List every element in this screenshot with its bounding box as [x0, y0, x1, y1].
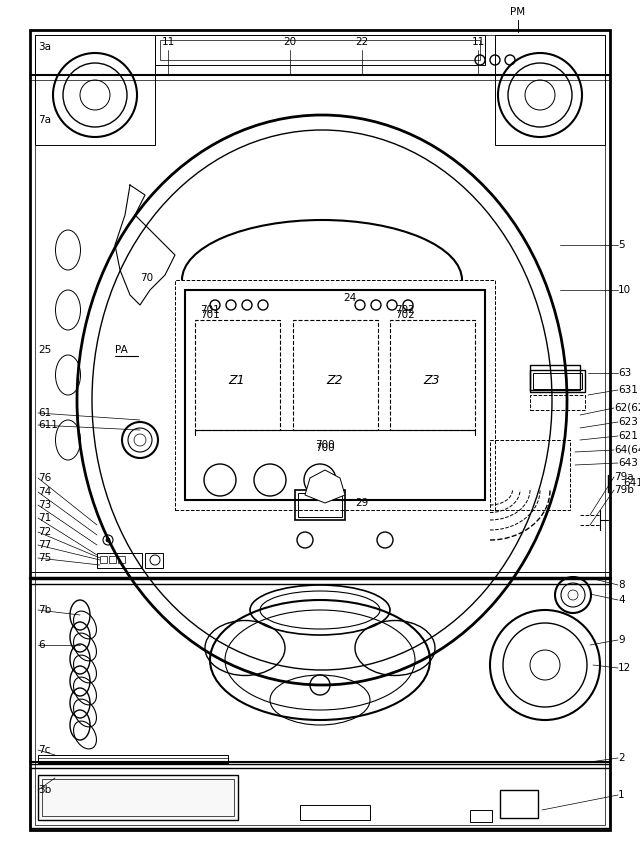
Text: 3b: 3b [38, 785, 51, 795]
Bar [533, 373, 582, 389]
Text: 72: 72 [38, 527, 51, 537]
Text: 702: 702 [395, 305, 415, 315]
Text: 641: 641 [623, 478, 640, 488]
Bar [495, 35, 605, 145]
Bar [490, 440, 570, 510]
Text: 8: 8 [618, 580, 625, 590]
Text: 71: 71 [38, 513, 51, 523]
Bar [30, 768, 610, 828]
Text: 20: 20 [284, 37, 296, 47]
Polygon shape [305, 470, 345, 503]
Text: 2: 2 [618, 753, 625, 763]
Text: 79b: 79b [614, 485, 634, 495]
Text: 75: 75 [38, 553, 51, 563]
Text: 25: 25 [38, 345, 51, 355]
Text: 73: 73 [38, 500, 51, 510]
Bar [530, 370, 585, 392]
Text: 29: 29 [355, 498, 368, 508]
Bar [470, 810, 492, 822]
Text: 11: 11 [472, 37, 484, 47]
Text: 621: 621 [618, 431, 638, 441]
Bar [298, 493, 342, 517]
Bar [500, 790, 538, 818]
Text: 700: 700 [315, 443, 335, 453]
Text: 701: 701 [200, 305, 220, 315]
Text: 631: 631 [618, 385, 638, 395]
Text: 7b: 7b [38, 605, 51, 615]
Bar [30, 584, 610, 764]
Bar [300, 805, 370, 820]
Text: 623: 623 [618, 417, 638, 427]
Text: 6: 6 [38, 640, 45, 650]
Text: 7a: 7a [38, 115, 51, 125]
Text: 701: 701 [200, 310, 220, 320]
Text: 9: 9 [618, 635, 625, 645]
Text: 61: 61 [38, 408, 51, 418]
Bar [97, 553, 142, 568]
Bar [38, 755, 228, 763]
Bar [145, 553, 163, 568]
Bar [42, 779, 234, 816]
Bar [390, 320, 475, 430]
Circle shape [106, 538, 110, 542]
Text: 643: 643 [618, 458, 638, 468]
Bar [293, 320, 378, 430]
Text: Z1: Z1 [228, 374, 245, 387]
Bar [155, 35, 485, 65]
Bar [185, 290, 485, 500]
Bar [38, 775, 238, 820]
Text: 70: 70 [140, 273, 153, 283]
Bar [195, 320, 280, 430]
Text: Z3: Z3 [424, 374, 440, 387]
Text: 64(642): 64(642) [614, 445, 640, 455]
Text: 3a: 3a [38, 42, 51, 52]
Text: 22: 22 [355, 37, 369, 47]
Text: 4: 4 [618, 595, 625, 605]
Text: 10: 10 [618, 285, 631, 295]
Text: PM: PM [511, 7, 525, 17]
Text: 79a: 79a [614, 472, 634, 482]
Bar [38, 758, 228, 763]
Text: 63: 63 [618, 368, 631, 378]
Bar [100, 556, 107, 563]
Text: PA: PA [115, 345, 128, 355]
Bar [175, 280, 495, 510]
Bar [295, 490, 345, 520]
Text: Z2: Z2 [326, 374, 343, 387]
Text: 74: 74 [38, 487, 51, 497]
Text: 77: 77 [38, 540, 51, 550]
Bar [160, 40, 480, 60]
Text: 12: 12 [618, 663, 631, 673]
Bar [109, 556, 116, 563]
Text: 24: 24 [344, 293, 356, 303]
Bar [118, 556, 125, 563]
Bar [530, 365, 580, 390]
Text: 700: 700 [315, 440, 335, 450]
Text: 5: 5 [618, 240, 625, 250]
Text: 1: 1 [618, 790, 625, 800]
Text: 611: 611 [38, 420, 58, 430]
Bar [530, 395, 585, 410]
Text: 62(622): 62(622) [614, 403, 640, 413]
Bar [35, 35, 605, 825]
Text: 7c: 7c [38, 745, 51, 755]
Text: 11: 11 [161, 37, 175, 47]
Text: 702: 702 [395, 310, 415, 320]
Text: 76: 76 [38, 473, 51, 483]
Bar [35, 35, 155, 145]
